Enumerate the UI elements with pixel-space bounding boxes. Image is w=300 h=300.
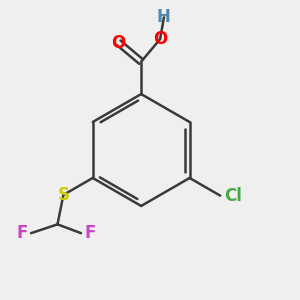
Text: F: F [17,224,28,242]
Text: F: F [84,224,95,242]
Text: Cl: Cl [224,187,242,205]
Text: O: O [112,34,126,52]
Text: H: H [157,8,171,26]
Text: O: O [153,30,167,48]
Text: S: S [57,186,69,204]
